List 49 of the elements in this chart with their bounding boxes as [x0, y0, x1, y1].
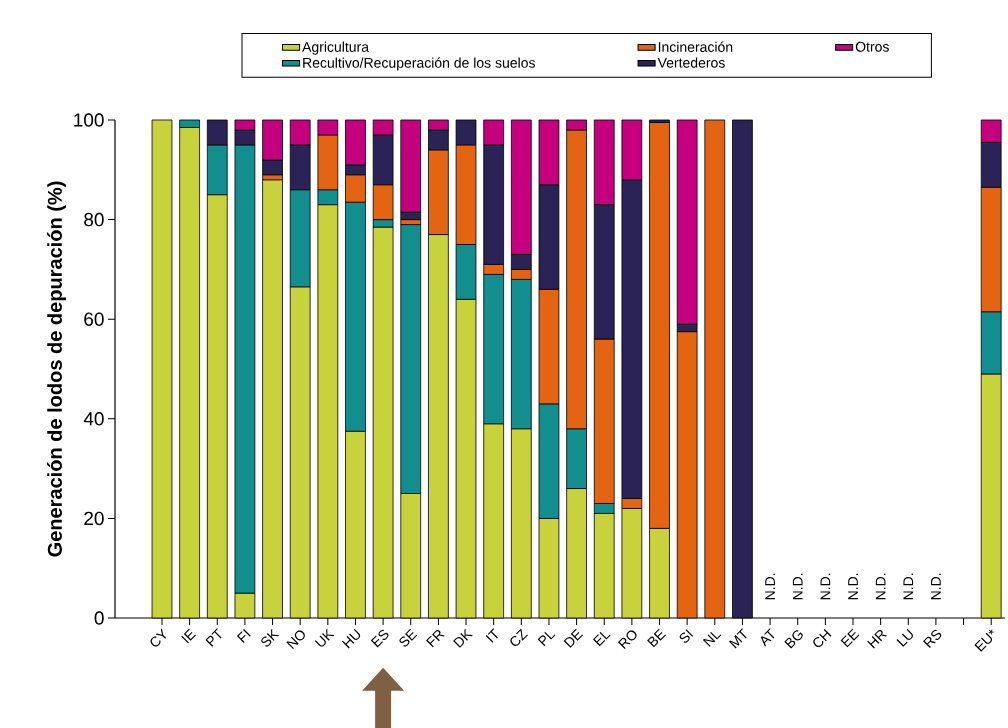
legend-label: Incineración [658, 41, 733, 52]
x-tick-label: CY [150, 628, 167, 647]
x-tick-label: BE [647, 628, 666, 648]
y-tick-label: 40 [83, 412, 104, 426]
x-tick-label: DK [453, 628, 473, 648]
annotation: N.D. [931, 573, 941, 600]
legend-label: Recultivo/Recuperación de los suelos [303, 57, 535, 71]
x-tick-label: PL [537, 631, 556, 647]
annotation: N.D. [848, 573, 858, 600]
y-tick-label: 100 [74, 113, 104, 127]
annotation: N.D. [792, 573, 803, 600]
annotation: N.D. [875, 573, 886, 600]
x-tick-label: FR [426, 629, 445, 648]
x-tick-label: CH [813, 629, 832, 648]
x-tick-label: FI [236, 629, 251, 643]
annotation: N.D. [903, 573, 914, 600]
annotation: N.D. [820, 573, 831, 600]
x-tick-label: NL [702, 631, 722, 647]
x-tick-label: DE [563, 628, 583, 648]
y-axis-title: Generación de lodos de depuración (%) [47, 181, 66, 557]
x-tick-label: EE [840, 628, 860, 648]
x-tick-label: BG [784, 630, 803, 649]
y-tick-label: 80 [84, 212, 104, 227]
x-tick-label: AT [760, 628, 775, 647]
x-tick-label: UK [314, 628, 335, 647]
x-tick-label: NO [286, 630, 305, 650]
y-tick-label: 20 [84, 511, 104, 526]
x-tick-label: SK [261, 628, 280, 647]
y-tick-label: 60 [84, 312, 104, 326]
annotation: N.D. [765, 573, 775, 600]
x-tick-label: ES [370, 629, 389, 648]
x-tick-label: MT [728, 628, 747, 649]
legend-label: Otros [855, 41, 889, 52]
x-tick-label: LU [896, 628, 913, 647]
x-tick-label: IE [181, 628, 197, 644]
x-tick-label: SI [679, 629, 694, 643]
x-tick-label: RS [923, 629, 942, 648]
x-tick-label: EL [592, 631, 611, 647]
x-tick-label: RO [617, 630, 637, 650]
x-tick-label: PT [205, 628, 222, 647]
x-tick-label: CZ [510, 628, 528, 646]
x-tick-label: HR [867, 629, 887, 649]
legend-label: Vertederos [657, 57, 725, 68]
y-tick-label: 0 [94, 611, 104, 625]
x-tick-label: EU* [974, 629, 994, 652]
x-tick-label: HU [341, 628, 361, 649]
x-tick-label: SE [399, 628, 418, 647]
x-tick-label: IT [485, 628, 498, 643]
legend-label: Agricultura [302, 41, 369, 55]
